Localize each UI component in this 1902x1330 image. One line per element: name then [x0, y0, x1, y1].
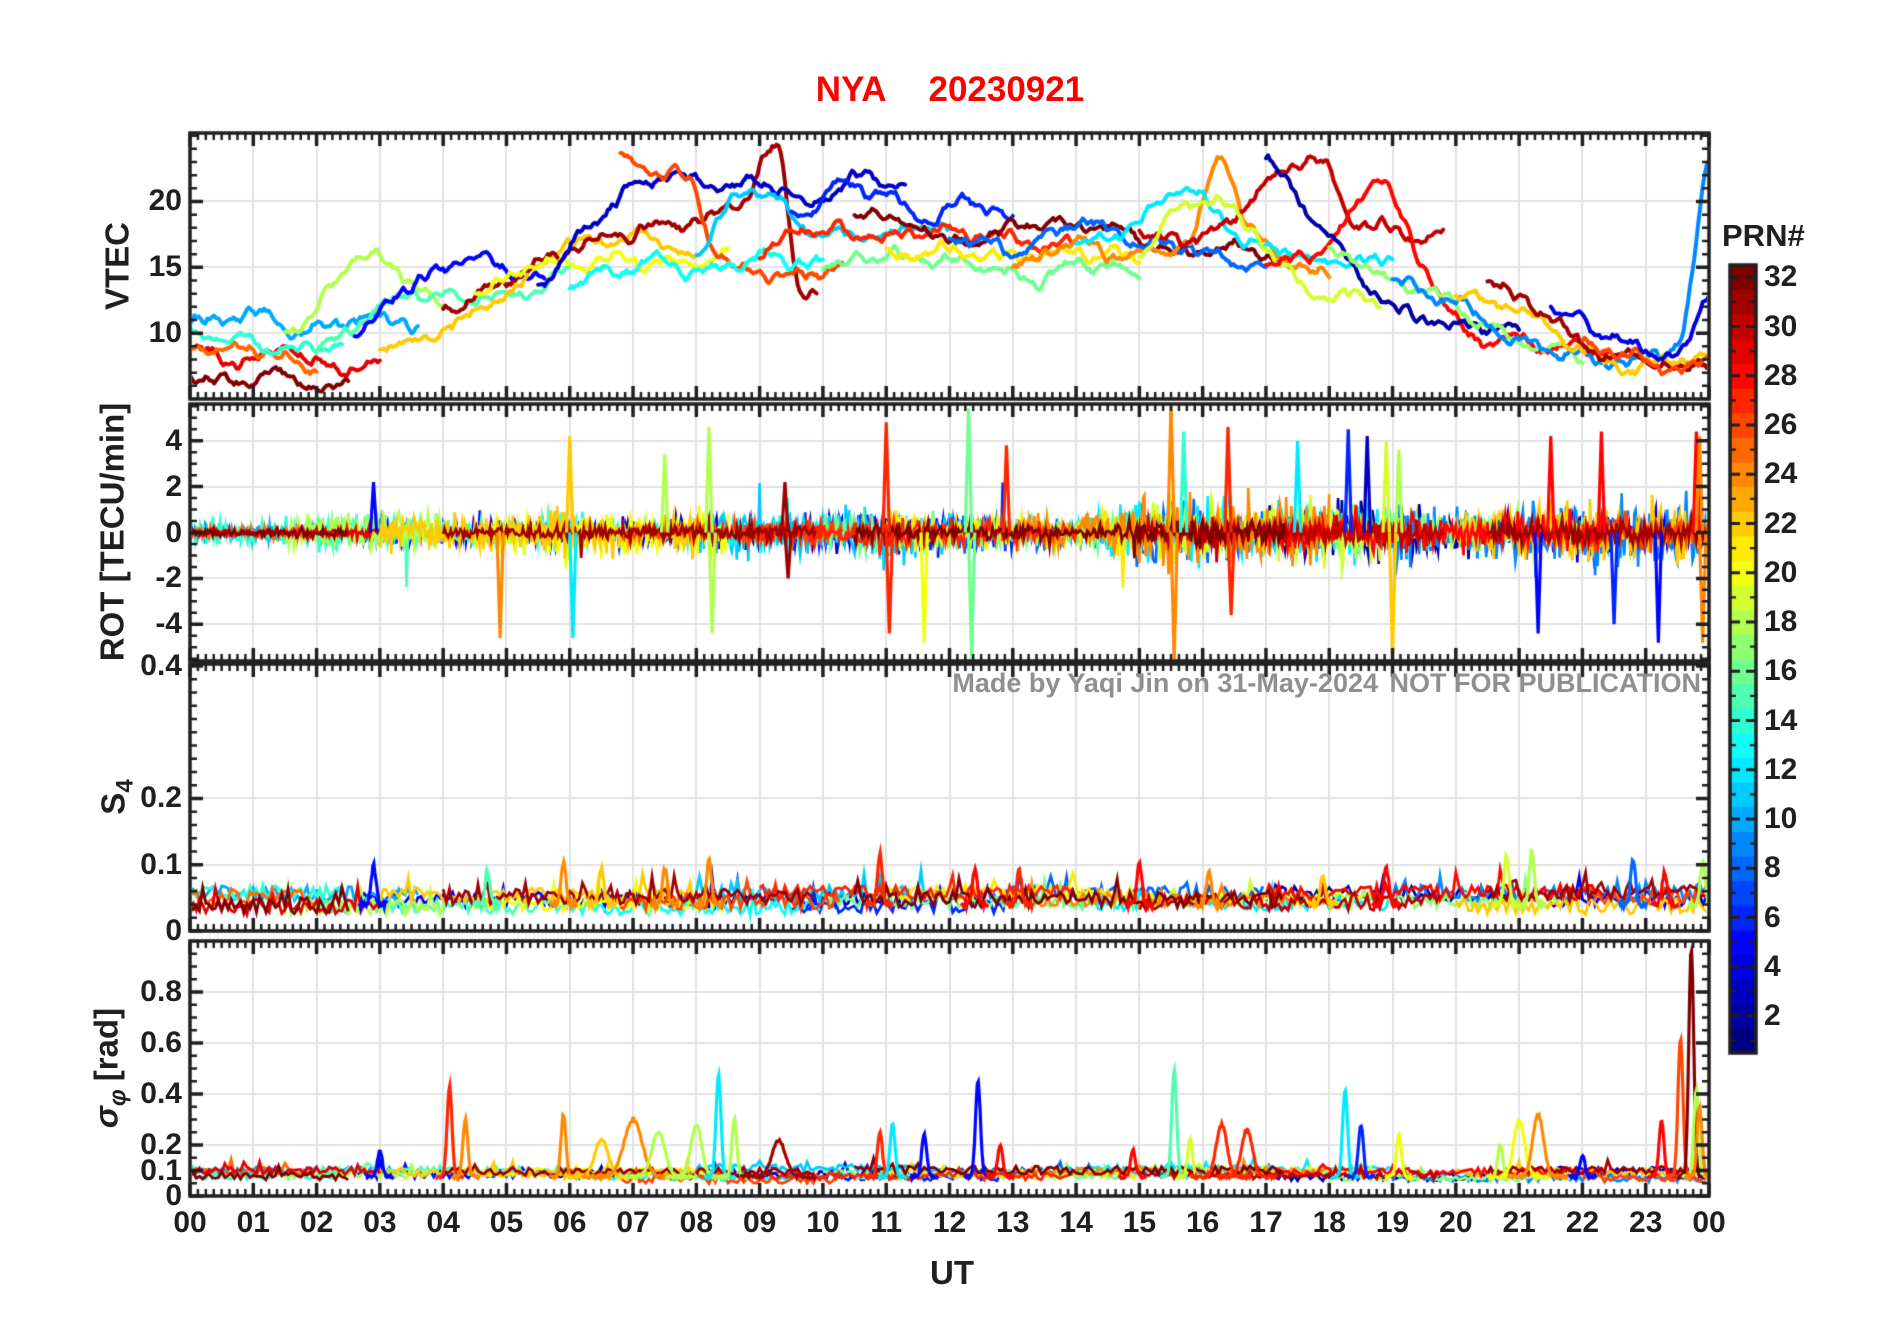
x-tick-label: 11	[870, 1206, 903, 1239]
colorbar-tick-label: 6	[1764, 900, 1781, 934]
colorbar-title: PRN#	[1722, 218, 1805, 253]
y-tick-label-s4: 0.1	[140, 847, 182, 881]
colorbar-tick-label: 14	[1764, 703, 1798, 737]
s4-symbol: S	[94, 792, 132, 815]
y-tick-label-vtec: 15	[148, 250, 182, 284]
y-tick-label-sigma_phi: 0.1	[140, 1153, 182, 1187]
colorbar-tick-label: 4	[1764, 949, 1781, 983]
x-tick-label: 05	[489, 1206, 524, 1239]
x-tick-label: 20	[1439, 1206, 1473, 1239]
y-tick-label-rot: 2	[165, 469, 182, 503]
x-tick-label: 04	[426, 1206, 460, 1239]
x-tick-label: 10	[806, 1206, 840, 1239]
colorbar-tick-label: 22	[1764, 506, 1798, 540]
x-tick-label: 18	[1312, 1206, 1346, 1239]
y-tick-label-s4: 0.2	[140, 781, 182, 815]
colorbar-tick-label: 2	[1764, 999, 1781, 1033]
colorbar-tick-label: 10	[1764, 802, 1798, 836]
y-tick-label-rot: -2	[155, 561, 182, 595]
x-tick-label: 15	[1122, 1206, 1157, 1239]
colorbar-tick-label: 12	[1764, 752, 1798, 786]
y-tick-label-s4: 0	[165, 914, 182, 947]
y-tick-label-sigma_phi: 0.2	[140, 1128, 182, 1161]
x-tick-label: 22	[1565, 1206, 1600, 1239]
x-tick-label: 23	[1629, 1206, 1663, 1239]
rad-unit: [rad]	[87, 1007, 125, 1082]
x-tick-label: 12	[932, 1206, 967, 1239]
y-tick-label-sigma_phi: 0.8	[140, 975, 182, 1008]
colorbar-tick-label: 30	[1764, 309, 1798, 343]
x-tick-label: 03	[363, 1206, 397, 1239]
plot-title: NYA 20230921	[816, 72, 1084, 107]
x-tick-label: 21	[1502, 1206, 1536, 1239]
station-name: NYA	[815, 70, 887, 109]
colorbar-tick-label: 18	[1764, 605, 1798, 639]
x-tick-label: 00	[173, 1206, 207, 1239]
x-tick-label: 13	[996, 1206, 1030, 1239]
y-tick-label-s4: 0.4	[140, 648, 182, 682]
y-tick-label-sigma_phi: 0.6	[140, 1026, 182, 1059]
y-tick-label-rot: -4	[155, 607, 182, 641]
x-tick-label: 08	[679, 1206, 714, 1239]
colorbar-tick-label: 32	[1764, 260, 1798, 294]
y-tick-label-vtec: 20	[148, 184, 182, 218]
colorbar-tick-label: 8	[1764, 851, 1781, 885]
plot-date: 20230921	[928, 70, 1085, 109]
x-tick-label: 16	[1185, 1206, 1220, 1239]
colorbar-tick-label: 16	[1764, 654, 1798, 688]
colorbar-tick-label: 24	[1764, 457, 1798, 491]
x-tick-label: 06	[553, 1206, 587, 1239]
watermark-not-for-publication: NOT FOR PUBLICATION	[1389, 668, 1701, 698]
colorbar-tick-label: 28	[1764, 358, 1798, 392]
colorbar-tick-label: 20	[1764, 555, 1798, 589]
phi-subscript: φ	[104, 1089, 132, 1107]
y-tick-label-vtec: 10	[148, 316, 182, 350]
y-tick-label-rot: 0	[165, 515, 182, 549]
y-tick-label-sigma_phi: 0.4	[140, 1077, 182, 1110]
watermark-made-by: Made by Yaqi Jin on 31-May-2024	[952, 668, 1378, 698]
ylabel-vtec: VTEC	[98, 221, 136, 311]
x-tick-label: 19	[1375, 1206, 1410, 1239]
y-tick-label-sigma_phi: 0	[165, 1179, 182, 1212]
ylabel-sigma-phi: σφ [rad]	[87, 1007, 132, 1129]
x-tick-label: 14	[1059, 1206, 1093, 1239]
xlabel-ut: UT	[930, 1254, 974, 1291]
x-tick-label: 01	[236, 1206, 270, 1239]
x-tick-label: 17	[1249, 1206, 1283, 1239]
x-tick-label: 00	[1692, 1206, 1726, 1239]
ylabel-rot: ROT [TECU/min]	[93, 402, 131, 662]
s4-subscript: 4	[111, 779, 139, 793]
sigma-symbol: σ	[87, 1106, 125, 1129]
x-tick-label: 07	[616, 1206, 650, 1239]
x-tick-label: 02	[299, 1206, 334, 1239]
x-tick-label: 09	[742, 1206, 777, 1239]
ylabel-s4: S4	[94, 779, 139, 815]
colorbar-tick-label: 26	[1764, 408, 1798, 442]
y-tick-label-rot: 4	[165, 423, 182, 457]
